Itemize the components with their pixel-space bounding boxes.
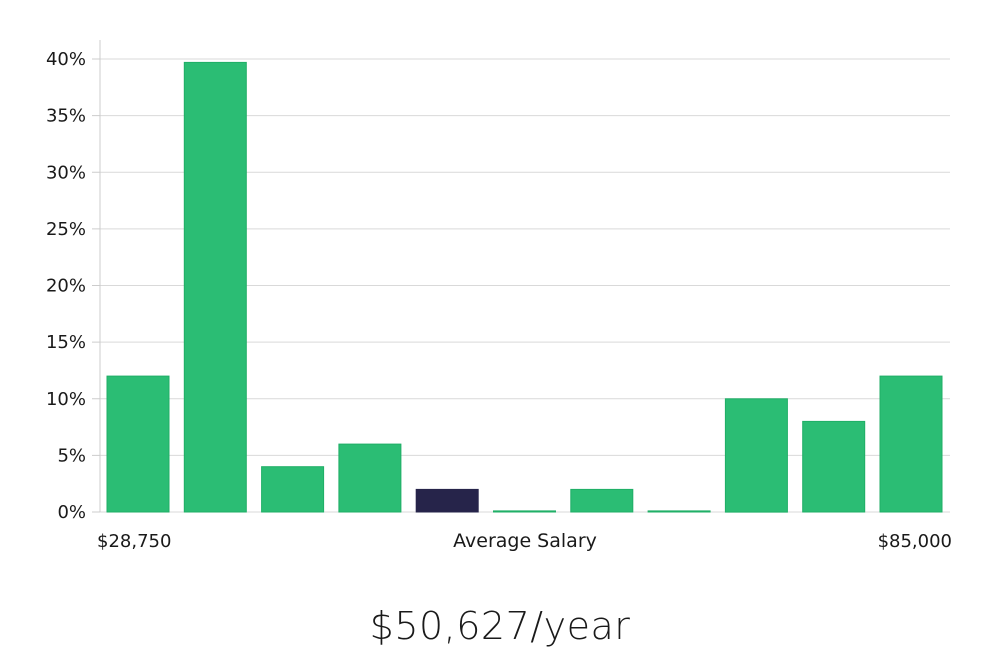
bar <box>106 375 170 513</box>
bar <box>802 420 866 513</box>
bar <box>879 375 943 513</box>
y-tick-label: 10% <box>46 389 86 410</box>
y-tick-label: 35% <box>46 106 86 127</box>
y-tick-labels: 0% 5% 10% 15% 20% 25% 30% 35% 40% <box>46 49 100 523</box>
x-min-label: $28,750 <box>97 531 171 552</box>
x-max-label: $85,000 <box>878 531 952 552</box>
average-salary-figure: $50,627/year <box>369 604 631 648</box>
bar <box>647 510 711 513</box>
bar <box>724 398 788 513</box>
bar <box>570 488 634 513</box>
y-tick-label: 40% <box>46 49 86 70</box>
bar <box>261 466 325 513</box>
x-axis-label: Average Salary <box>453 530 597 552</box>
y-tick-label: 20% <box>46 276 86 297</box>
bar <box>183 61 247 513</box>
bar <box>338 443 402 513</box>
y-tick-label: 15% <box>46 332 86 353</box>
y-tick-label: 25% <box>46 219 86 240</box>
y-tick-label: 5% <box>57 445 86 466</box>
bar <box>493 510 556 513</box>
y-tick-label: 30% <box>46 162 86 183</box>
bar-highlighted <box>415 488 479 513</box>
salary-distribution-chart: 0% 5% 10% 15% 20% 25% 30% 35% 40% $28,750 Averag… <box>46 40 952 552</box>
y-tick-label: 0% <box>57 502 86 523</box>
bars <box>106 61 943 513</box>
